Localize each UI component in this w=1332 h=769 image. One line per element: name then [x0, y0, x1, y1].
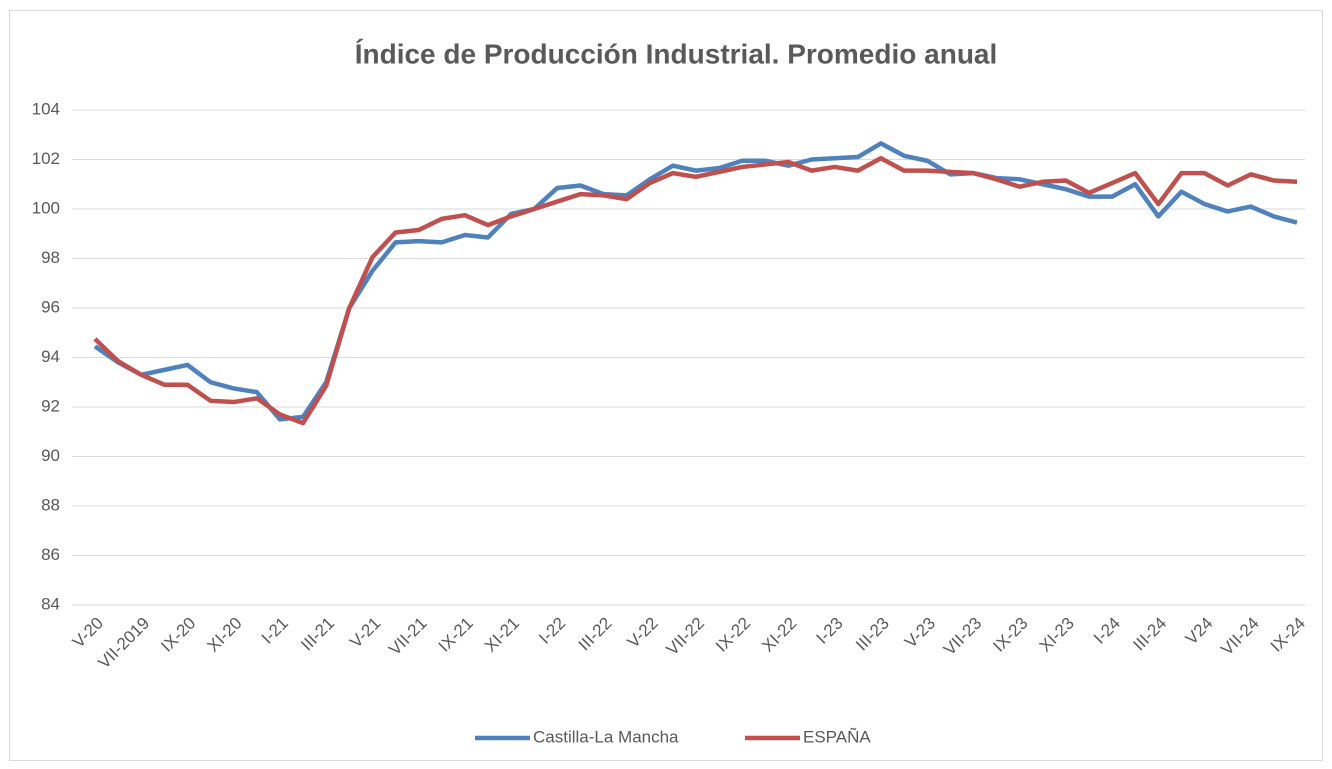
y-tick-label: 92 [41, 396, 60, 415]
chart-title: Índice de Producción Industrial. Promedi… [355, 38, 998, 69]
y-tick-label: 86 [41, 545, 60, 564]
y-tick-label: 88 [41, 495, 60, 514]
legend-label: Castilla-La Mancha [533, 727, 679, 746]
y-tick-label: 94 [41, 347, 60, 366]
y-tick-label: 104 [32, 99, 60, 118]
y-tick-label: 84 [41, 594, 60, 613]
y-tick-label: 98 [41, 248, 60, 267]
y-tick-label: 102 [32, 149, 60, 168]
y-tick-label: 90 [41, 446, 60, 465]
y-tick-label: 100 [32, 198, 60, 217]
series-line [93, 156, 1298, 426]
series-line [93, 141, 1298, 422]
legend-label: ESPAÑA [803, 727, 871, 746]
y-tick-label: 96 [41, 297, 60, 316]
